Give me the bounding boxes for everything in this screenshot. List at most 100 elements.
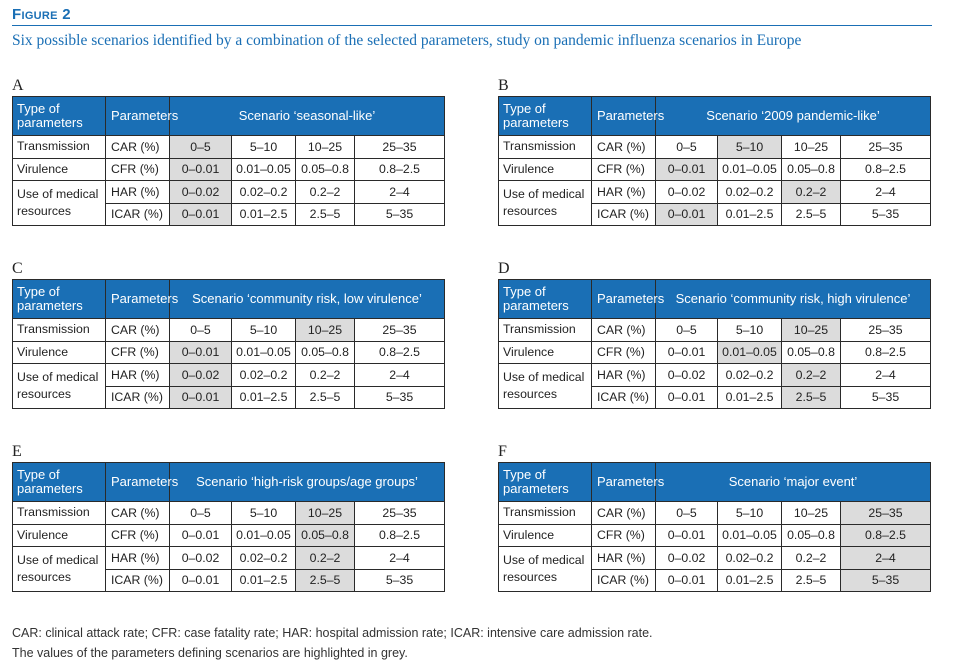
header-type-of-parameters: Type of parameters <box>498 96 592 136</box>
row-type-label: Use of medical resources <box>498 180 592 226</box>
value-cell: 0.01–0.05 <box>231 523 296 547</box>
scenario-panel-f: F Type of parameters Parameters Scenario ‘m… <box>498 442 931 592</box>
table-row: ICAR (%) 0–0.01 0.01–2.5 2.5–5 5–35 <box>499 385 931 409</box>
value-cell: 0.2–2 <box>781 546 841 570</box>
value-cell: 0–5 <box>655 135 718 159</box>
value-cell: 0.02–0.2 <box>717 180 782 204</box>
title-rule <box>12 25 932 26</box>
value-cell: 0–5 <box>655 501 718 525</box>
value-cell: 0.01–2.5 <box>717 385 782 409</box>
row-type-label: Use of medical resources <box>498 363 592 409</box>
value-cell: 0–0.01 <box>169 340 232 364</box>
header-type-of-parameters: Type of parameters <box>12 462 106 502</box>
header-row: Type of parameters Parameters Scenario ‘20… <box>498 96 931 136</box>
value-cell: 5–35 <box>353 568 446 592</box>
value-cell: 2–4 <box>840 180 931 204</box>
row-parameter: CAR (%) <box>105 135 170 159</box>
value-cell: 0.05–0.8 <box>781 523 841 547</box>
row-parameter: HAR (%) <box>591 546 656 570</box>
scenario-table: Type of parameters Parameters Scenario ‘hi… <box>12 462 446 592</box>
value-cell: 0.01–2.5 <box>231 385 296 409</box>
header-scenario-name: Scenario ‘community risk, low virulence’ <box>169 279 445 319</box>
footnote-highlight-note: The values of the parameters defining sc… <box>12 646 408 660</box>
value-cell: 0–0.01 <box>169 385 232 409</box>
header-type-of-parameters: Type of parameters <box>498 462 592 502</box>
value-cell: 5–35 <box>840 202 931 226</box>
value-cell: 0.01–2.5 <box>717 202 782 226</box>
header-parameters: Parameters <box>105 279 178 319</box>
table-row: Use of medical resources HAR (%) 0–0.02 0.0… <box>498 546 931 592</box>
row-parameter: ICAR (%) <box>591 385 656 409</box>
row-parameter: ICAR (%) <box>105 385 170 409</box>
value-cell: 0.8–2.5 <box>840 523 931 547</box>
value-cell: 10–25 <box>781 501 841 525</box>
value-cell: 2.5–5 <box>295 202 355 226</box>
row-parameter: HAR (%) <box>591 180 656 204</box>
value-cell: 2.5–5 <box>295 385 355 409</box>
value-cell: 2.5–5 <box>295 568 355 592</box>
value-cell: 0–0.01 <box>169 202 232 226</box>
value-cell: 0.05–0.8 <box>295 340 355 364</box>
row-parameter: CFR (%) <box>105 523 170 547</box>
value-cell: 0.02–0.2 <box>717 546 782 570</box>
row-type-label: Transmission <box>498 318 592 342</box>
value-cell: 0.02–0.2 <box>231 363 296 387</box>
value-cell: 0.05–0.8 <box>781 157 841 181</box>
value-cell: 5–10 <box>231 501 296 525</box>
value-cell: 0.8–2.5 <box>353 523 446 547</box>
value-cell: 2.5–5 <box>781 202 841 226</box>
value-cell: 0.01–0.05 <box>717 340 782 364</box>
table-row: ICAR (%) 0–0.01 0.01–2.5 2.5–5 5–35 <box>499 202 931 226</box>
value-cell: 25–35 <box>353 135 446 159</box>
row-parameter: CFR (%) <box>105 340 170 364</box>
table-row: Virulence CFR (%) 0–0.01 0.01–0.05 0.05–0.8 0… <box>12 157 446 181</box>
row-type-label: Transmission <box>498 135 592 159</box>
value-cell: 25–35 <box>840 135 931 159</box>
value-cell: 0.05–0.8 <box>781 340 841 364</box>
value-cell: 0–0.02 <box>169 363 232 387</box>
panel-letter: C <box>12 260 23 277</box>
value-cell: 10–25 <box>781 318 841 342</box>
row-parameter: ICAR (%) <box>105 568 170 592</box>
row-type-label: Virulence <box>498 157 592 181</box>
table-row: ICAR (%) 0–0.01 0.01–2.5 2.5–5 5–35 <box>499 568 931 592</box>
header-type-of-parameters: Type of parameters <box>498 279 592 319</box>
row-type-label: Use of medical resources <box>12 363 106 409</box>
row-parameter: HAR (%) <box>591 363 656 387</box>
value-cell: 0–0.01 <box>655 202 718 226</box>
value-cell: 5–35 <box>840 385 931 409</box>
value-cell: 0.2–2 <box>295 363 355 387</box>
value-cell: 0.05–0.8 <box>295 523 355 547</box>
table-row: Use of medical resources HAR (%) 0–0.02 0.0… <box>12 180 446 226</box>
header-scenario-name: Scenario ‘high-risk groups/age groups’ <box>168 462 446 502</box>
value-cell: 5–35 <box>354 385 445 409</box>
header-row: Type of parameters Parameters Scenario ‘ma… <box>498 462 931 502</box>
value-cell: 5–35 <box>353 202 446 226</box>
value-cell: 0.01–2.5 <box>231 568 296 592</box>
row-type-label: Use of medical resources <box>12 180 106 226</box>
figure-title: Figure 2 <box>12 6 71 23</box>
header-parameters: Parameters <box>591 462 664 502</box>
value-cell: 0.8–2.5 <box>354 340 445 364</box>
value-cell: 0.01–0.05 <box>717 523 782 547</box>
row-type-label: Virulence <box>12 340 106 364</box>
table-row: ICAR (%) 0–0.01 0.01–2.5 2.5–5 5–35 <box>13 385 445 409</box>
table-row: Transmission CAR (%) 0–5 5–10 10–25 25–35 <box>12 318 445 342</box>
value-cell: 2.5–5 <box>781 385 841 409</box>
panel-letter: D <box>498 260 510 277</box>
value-cell: 10–25 <box>295 501 355 525</box>
row-type-label: Virulence <box>12 157 106 181</box>
panel-letter: A <box>12 77 24 94</box>
row-parameter: CAR (%) <box>591 135 656 159</box>
value-cell: 0.01–0.05 <box>717 157 782 181</box>
value-cell: 0–0.01 <box>169 568 232 592</box>
value-cell: 0.01–2.5 <box>231 202 296 226</box>
table-row: ICAR (%) 0–0.01 0.01–2.5 2.5–5 5–35 <box>13 202 446 226</box>
value-cell: 0–0.01 <box>655 568 718 592</box>
value-cell: 2–4 <box>353 180 446 204</box>
value-cell: 0–0.02 <box>169 180 232 204</box>
scenario-table: Type of parameters Parameters Scenario ‘ma… <box>498 462 931 592</box>
value-cell: 0.01–0.05 <box>231 157 296 181</box>
value-cell: 10–25 <box>781 135 841 159</box>
value-cell: 10–25 <box>295 135 355 159</box>
